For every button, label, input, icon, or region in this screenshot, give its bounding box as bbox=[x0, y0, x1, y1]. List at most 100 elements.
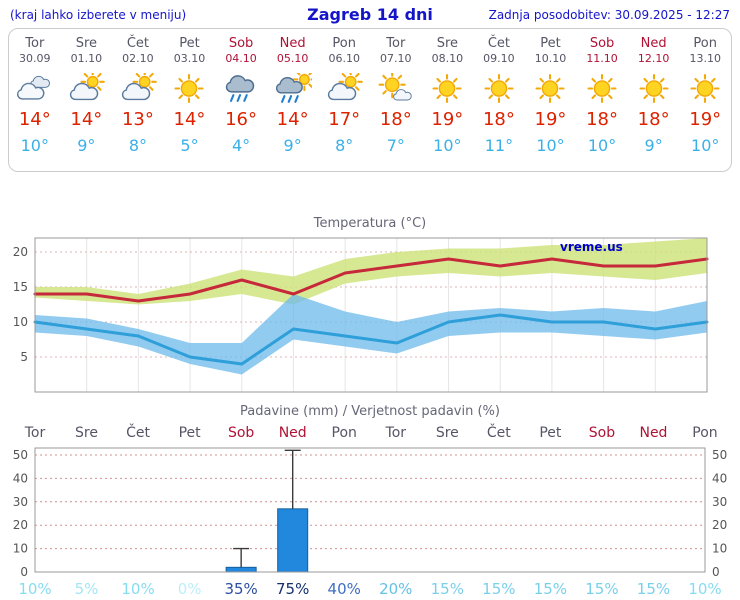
precipitation-probability: 15% bbox=[637, 580, 670, 598]
day-column: Ned 05.10 14° 9° bbox=[267, 29, 319, 171]
svg-text:Sre: Sre bbox=[75, 425, 98, 441]
rain-sun-icon bbox=[267, 72, 319, 105]
day-column: Pet 03.10 14° 5° bbox=[164, 29, 216, 171]
max-temperature: 19° bbox=[534, 109, 567, 130]
day-name: Ned bbox=[279, 36, 306, 51]
svg-text:10: 10 bbox=[13, 315, 28, 329]
precipitation-probability: 75% bbox=[276, 580, 309, 598]
day-name: Ned bbox=[640, 36, 667, 51]
day-column: Sre 08.10 19° 10° bbox=[422, 29, 474, 171]
precipitation-probability: 0% bbox=[178, 580, 202, 598]
svg-text:10: 10 bbox=[13, 542, 28, 556]
min-temperature: 4° bbox=[231, 136, 251, 155]
header: (kraj lahko izberete v meniju) Zagreb 14… bbox=[10, 5, 730, 27]
svg-text:Sob: Sob bbox=[589, 425, 615, 441]
min-temperature: 10° bbox=[587, 136, 617, 155]
precipitation-bar bbox=[277, 508, 309, 573]
day-column: Tor 07.10 18° 7° bbox=[370, 29, 422, 171]
min-temperature: 10° bbox=[433, 136, 462, 155]
day-column: Sob 11.10 18° 10° bbox=[576, 29, 628, 171]
svg-text:30: 30 bbox=[712, 495, 727, 509]
cloudy-icon bbox=[9, 72, 61, 105]
day-date: 03.10 bbox=[173, 52, 206, 65]
day-date: 11.10 bbox=[586, 52, 618, 65]
precipitation-probability: 15% bbox=[534, 580, 567, 598]
precipitation-probability: 15% bbox=[431, 580, 464, 598]
max-temperature: 18° bbox=[637, 109, 670, 130]
svg-text:Čet: Čet bbox=[487, 423, 511, 441]
day-column: Sob 04.10 16° 4° bbox=[215, 29, 267, 171]
sunny-icon bbox=[164, 72, 216, 105]
day-column: Pon 13.10 19° 10° bbox=[679, 29, 731, 171]
svg-text:Sob: Sob bbox=[228, 425, 254, 441]
svg-text:Ned: Ned bbox=[279, 425, 307, 441]
precipitation-bar bbox=[225, 566, 257, 573]
day-name: Pon bbox=[693, 36, 717, 51]
max-temperature: 14° bbox=[276, 109, 309, 130]
day-name: Sre bbox=[436, 36, 458, 51]
min-temperature: 10° bbox=[536, 136, 565, 155]
min-temperature: 9° bbox=[77, 136, 96, 155]
day-column: Pon 06.10 17° 8° bbox=[318, 29, 370, 171]
day-date: 01.10 bbox=[70, 52, 103, 65]
rain-icon bbox=[215, 72, 267, 105]
svg-text:Pet: Pet bbox=[539, 425, 562, 441]
min-temperature: 11° bbox=[484, 136, 514, 155]
temperature-section: Temperatura (°C) 5 10 15 20 vreme.us bbox=[0, 216, 740, 416]
day-date: 04.10 bbox=[225, 52, 257, 65]
sunny-icon bbox=[576, 72, 628, 105]
min-temperature: 10° bbox=[20, 136, 49, 155]
svg-text:Tor: Tor bbox=[24, 425, 46, 441]
day-date: 12.10 bbox=[637, 52, 670, 65]
day-name: Pet bbox=[179, 36, 200, 51]
sunny-icon bbox=[525, 72, 577, 105]
svg-text:Pon: Pon bbox=[332, 425, 357, 441]
day-column: Sre 01.10 14° 9° bbox=[61, 29, 113, 171]
day-name: Sre bbox=[75, 36, 97, 51]
svg-text:Sre: Sre bbox=[436, 425, 459, 441]
svg-text:Ned: Ned bbox=[639, 425, 667, 441]
watermark: vreme.us bbox=[560, 240, 623, 254]
max-temperature: 16° bbox=[225, 109, 258, 130]
svg-text:0: 0 bbox=[20, 565, 28, 579]
svg-text:Pet: Pet bbox=[179, 425, 202, 441]
svg-text:40: 40 bbox=[13, 471, 28, 485]
day-date: 02.10 bbox=[122, 52, 154, 65]
sunny-icon bbox=[473, 72, 525, 105]
day-name: Čet bbox=[487, 36, 511, 51]
max-temperature: 14° bbox=[18, 109, 51, 130]
precipitation-probability: 10% bbox=[121, 580, 154, 598]
day-date: 13.10 bbox=[689, 52, 721, 65]
partly-cloudy-icon bbox=[61, 72, 113, 105]
max-temperature: 14° bbox=[70, 109, 103, 130]
precipitation-chart: Tor Sre Čet Pet Sob Ned Pon Tor Sre Čet Pet Sob Ned P… bbox=[13, 423, 728, 598]
min-temperature: 8° bbox=[128, 136, 148, 155]
day-date: 10.10 bbox=[534, 52, 567, 65]
day-name: Pet bbox=[540, 36, 561, 51]
max-temperature: 18° bbox=[586, 109, 619, 130]
svg-text:10: 10 bbox=[712, 542, 727, 556]
min-temperature: 10° bbox=[691, 136, 720, 155]
day-name: Tor bbox=[25, 36, 45, 51]
sunny-icon bbox=[679, 72, 731, 105]
max-temperature: 13° bbox=[121, 109, 154, 130]
min-temperature: 8° bbox=[335, 136, 354, 155]
precipitation-probability: 10% bbox=[688, 580, 721, 598]
precipitation-probability: 20% bbox=[379, 580, 412, 598]
temperature-chart-title: Temperatura (°C) bbox=[313, 216, 427, 231]
precipitation-probability: 40% bbox=[328, 580, 361, 598]
svg-text:Čet: Čet bbox=[126, 423, 150, 441]
min-temperature: 9° bbox=[644, 136, 663, 155]
max-temperature: 18° bbox=[379, 109, 412, 130]
min-temperature: 9° bbox=[283, 136, 302, 155]
max-temperature: 19° bbox=[689, 109, 722, 130]
day-date: 08.10 bbox=[431, 52, 464, 65]
precipitation-probability: 10% bbox=[18, 580, 51, 598]
svg-text:20: 20 bbox=[13, 518, 28, 532]
day-date: 06.10 bbox=[328, 52, 360, 65]
day-column: Ned 12.10 18° 9° bbox=[628, 29, 680, 171]
precipitation-probability: 15% bbox=[585, 580, 618, 598]
day-date: 07.10 bbox=[380, 52, 412, 65]
partly-cloudy-icon bbox=[318, 72, 370, 105]
